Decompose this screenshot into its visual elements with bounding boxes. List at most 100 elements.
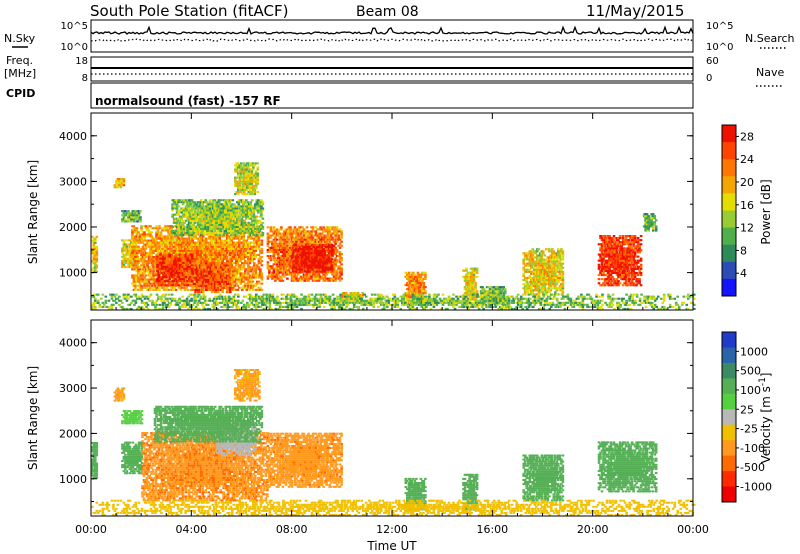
echo-cell [261,234,265,237]
echo-cell [184,199,188,202]
echo-cell [177,284,180,287]
echo-cell [261,227,265,230]
echo-cell [293,226,297,229]
echo-cell [132,268,136,271]
echo-cell [253,188,257,191]
echo-cell [147,272,151,275]
echo-cell [207,284,211,287]
echo-cell [156,251,160,254]
echo-cell [251,272,255,275]
echo-cell [203,239,206,242]
echo-cell [253,274,256,277]
echo-cell [176,245,179,248]
echo-cell [249,225,253,228]
echo-cell [95,254,99,257]
echo-cell [218,237,221,240]
echo-cell [261,203,265,206]
echo-cell [200,287,203,290]
echo-cell [202,217,206,220]
echo-cell [256,253,259,256]
echo-cell [177,267,180,270]
echo-cell [162,245,166,248]
echo-cell [131,214,135,217]
echo-cell [137,237,140,240]
echo-cell [198,251,202,254]
echo-cell [208,219,212,222]
echo-cell [135,235,139,238]
echo-cell [138,280,142,283]
echo-cell [225,256,229,259]
echo-cell [302,236,306,239]
echo-cell [152,251,155,254]
echo-cell [159,284,162,287]
echo-cell [254,268,258,271]
echo-cell [162,261,165,264]
echo-cell [227,280,231,283]
echo-cell [165,271,168,274]
echo-cell [224,278,227,281]
echo-cell [149,235,152,238]
echo-cell [180,247,184,250]
echo-cell [214,223,218,226]
echo-cell [286,271,289,274]
echo-cell [257,258,261,261]
echo-cell [222,280,226,283]
echo-cell [175,221,179,224]
echo-cell [277,273,280,276]
echo-cell [147,256,151,259]
echo-cell [238,264,241,267]
echo-cell [201,221,204,224]
echo-cell [152,278,155,281]
echo-cell [172,257,176,260]
echo-cell [238,253,241,256]
echo-cell [233,274,237,277]
echo-cell [115,180,118,183]
echo-cell [189,245,193,248]
echo-cell [210,289,214,292]
echo-cell [201,247,205,250]
echo-cell [118,184,121,187]
echo-cell [134,268,137,271]
echo-cell [166,253,170,256]
echo-cell [210,227,213,230]
echo-cell [195,280,199,283]
echo-cell [238,256,241,259]
echo-cell [198,249,202,252]
echo-cell [193,213,197,216]
echo-cell [165,249,169,252]
echo-cell [221,278,224,281]
echo-cell [197,251,200,254]
echo-cell [156,237,160,240]
echo-cell [249,217,253,220]
echo-cell [168,243,172,246]
echo-cell [134,231,137,234]
echo-cell [297,243,301,246]
echo-cell [172,259,176,262]
echo-cell [160,265,164,268]
echo-cell [195,219,198,222]
echo-cell [152,262,155,265]
echo-cell [184,263,188,266]
echo-cell [210,211,213,214]
echo-cell [221,264,224,267]
echo-cell [204,262,208,265]
echo-cell [172,217,176,220]
echo-cell [190,267,194,270]
echo-cell [304,232,307,235]
echo-cell [209,280,212,283]
echo-cell [121,184,124,187]
echo-cell [165,269,168,272]
echo-cell [147,239,151,242]
echo-cell [201,239,205,242]
echo-cell [266,255,270,258]
echo-cell [167,225,170,228]
echo-cell [242,199,245,202]
echo-cell [141,266,145,269]
echo-cell [292,279,295,282]
echo-cell [248,235,252,238]
echo-cell [92,245,96,248]
echo-cell [113,184,117,187]
echo-cell [245,243,249,246]
echo-cell [268,271,271,274]
